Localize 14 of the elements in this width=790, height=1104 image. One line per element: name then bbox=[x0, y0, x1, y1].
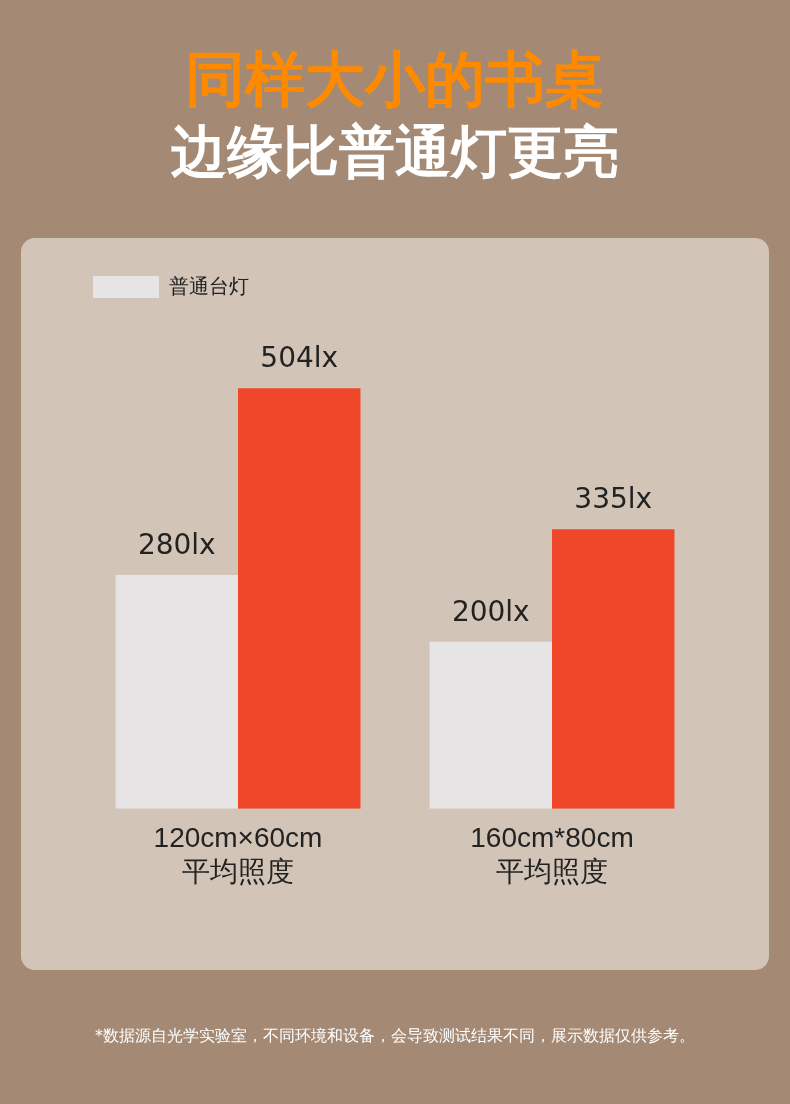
x-tick-label: 160cm*80cm 平均照度 bbox=[470, 822, 634, 887]
legend-label: 普通台灯 bbox=[169, 274, 249, 297]
bar bbox=[552, 529, 675, 809]
text: *数据源自光学实验室，不同环境和设备，会导致测试结果不同，展示数据仅供参考。 bbox=[94, 1026, 696, 1047]
data-label: 504lx bbox=[260, 341, 339, 375]
bar bbox=[115, 575, 238, 809]
chart-subtitle: 边缘比普通灯更亮 bbox=[170, 118, 620, 186]
chart-title: 同样大小的书桌 bbox=[185, 44, 605, 114]
bar bbox=[429, 641, 552, 809]
data-label: 200lx bbox=[451, 595, 530, 629]
data-label: 280lx bbox=[137, 528, 216, 562]
data-label: 335lx bbox=[574, 482, 653, 516]
bar bbox=[238, 388, 361, 809]
x-tick-label: 120cm×60cm 平均照度 bbox=[153, 822, 323, 887]
